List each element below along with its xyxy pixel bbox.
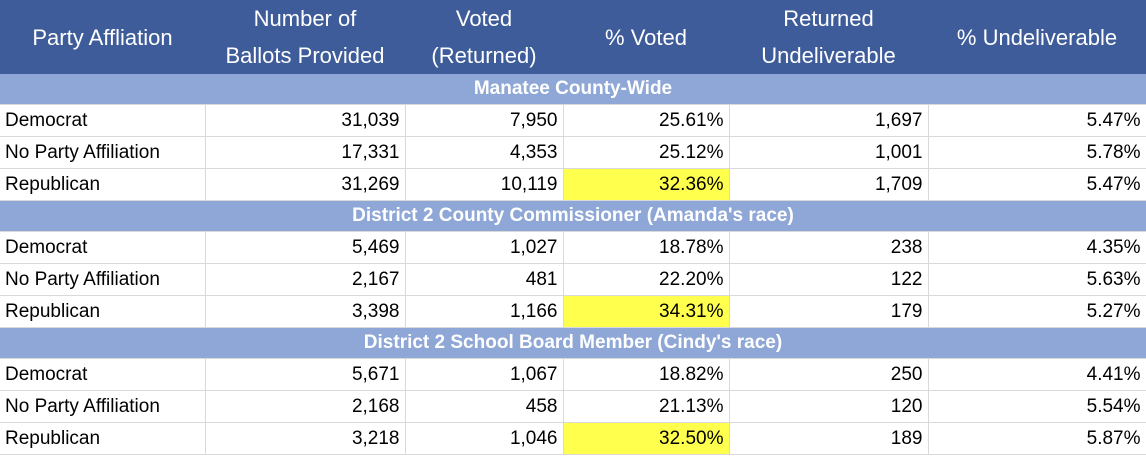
percent-undeliverable-cell: 5.54% [928,390,1146,423]
voted-cell: 10,119 [405,168,564,201]
party-cell: Democrat [0,231,206,264]
percent-voted-cell: 22.20% [563,263,730,296]
percent-voted-cell-highlighted: 32.50% [563,422,730,455]
party-cell: Democrat [0,104,206,137]
ballots-cell: 17,331 [205,136,406,169]
header-percent-voted: % Voted [563,0,729,74]
percent-voted-cell: 18.82% [563,358,730,391]
undeliverable-cell: 238 [729,231,929,264]
ballot-table: Party Affliation Number of Ballots Provi… [0,0,1146,455]
party-cell: Republican [0,295,206,328]
voted-cell: 1,166 [405,295,564,328]
ballots-cell: 2,168 [205,390,406,423]
table-row: Republican 3,218 1,046 32.50% 189 5.87% [0,422,1146,455]
undeliverable-cell: 179 [729,295,929,328]
party-cell: No Party Affiliation [0,263,206,296]
ballots-cell: 5,671 [205,358,406,391]
percent-voted-cell: 25.12% [563,136,730,169]
percent-undeliverable-cell: 5.27% [928,295,1146,328]
voted-cell: 4,353 [405,136,564,169]
voted-cell: 7,950 [405,104,564,137]
header-percent-undeliverable: % Undeliverable [928,0,1146,74]
voted-cell: 1,027 [405,231,564,264]
voted-cell: 481 [405,263,564,296]
voted-cell: 1,067 [405,358,564,391]
percent-voted-cell-highlighted: 34.31% [563,295,730,328]
percent-voted-cell: 21.13% [563,390,730,423]
group-title: District 2 County Commissioner (Amanda's… [0,200,1146,232]
ballots-cell: 31,269 [205,168,406,201]
table-row: Democrat 31,039 7,950 25.61% 1,697 5.47% [0,104,1146,137]
ballots-cell: 3,398 [205,295,406,328]
table-row: Democrat 5,671 1,067 18.82% 250 4.41% [0,358,1146,391]
party-cell: No Party Affiliation [0,390,206,423]
ballots-cell: 31,039 [205,104,406,137]
undeliverable-cell: 1,709 [729,168,929,201]
group-header-row: Manatee County-Wide [0,74,1146,105]
party-cell: Republican [0,422,206,455]
table-row: Republican 3,398 1,166 34.31% 179 5.27% [0,295,1146,328]
percent-undeliverable-cell: 5.47% [928,104,1146,137]
undeliverable-cell: 122 [729,263,929,296]
party-cell: No Party Affiliation [0,136,206,169]
undeliverable-cell: 1,001 [729,136,929,169]
undeliverable-cell: 250 [729,358,929,391]
header-returned-undeliverable: Returned Undeliverable [729,0,928,74]
percent-undeliverable-cell: 4.35% [928,231,1146,264]
ballots-cell: 5,469 [205,231,406,264]
ballots-cell: 3,218 [205,422,406,455]
percent-voted-cell: 18.78% [563,231,730,264]
voted-cell: 458 [405,390,564,423]
header-ballots-provided: Number of Ballots Provided [205,0,405,74]
header-row: Party Affliation Number of Ballots Provi… [0,0,1146,74]
party-cell: Democrat [0,358,206,391]
undeliverable-cell: 1,697 [729,104,929,137]
percent-voted-cell-highlighted: 32.36% [563,168,730,201]
group-header-row: District 2 School Board Member (Cindy's … [0,327,1146,359]
table-row: Democrat 5,469 1,027 18.78% 238 4.35% [0,231,1146,264]
group-title: Manatee County-Wide [0,74,1146,105]
percent-undeliverable-cell: 5.47% [928,168,1146,201]
percent-undeliverable-cell: 5.87% [928,422,1146,455]
table-row: Republican 31,269 10,119 32.36% 1,709 5.… [0,168,1146,201]
percent-voted-cell: 25.61% [563,104,730,137]
table-row: No Party Affiliation 2,167 481 22.20% 12… [0,263,1146,296]
group-header-row: District 2 County Commissioner (Amanda's… [0,200,1146,232]
undeliverable-cell: 120 [729,390,929,423]
table-row: No Party Affiliation 17,331 4,353 25.12%… [0,136,1146,169]
header-party-affiliation: Party Affliation [0,0,205,74]
group-title: District 2 School Board Member (Cindy's … [0,327,1146,359]
table-row: No Party Affiliation 2,168 458 21.13% 12… [0,390,1146,423]
undeliverable-cell: 189 [729,422,929,455]
percent-undeliverable-cell: 4.41% [928,358,1146,391]
party-cell: Republican [0,168,206,201]
percent-undeliverable-cell: 5.78% [928,136,1146,169]
percent-undeliverable-cell: 5.63% [928,263,1146,296]
header-voted-returned: Voted (Returned) [405,0,563,74]
ballots-cell: 2,167 [205,263,406,296]
voted-cell: 1,046 [405,422,564,455]
